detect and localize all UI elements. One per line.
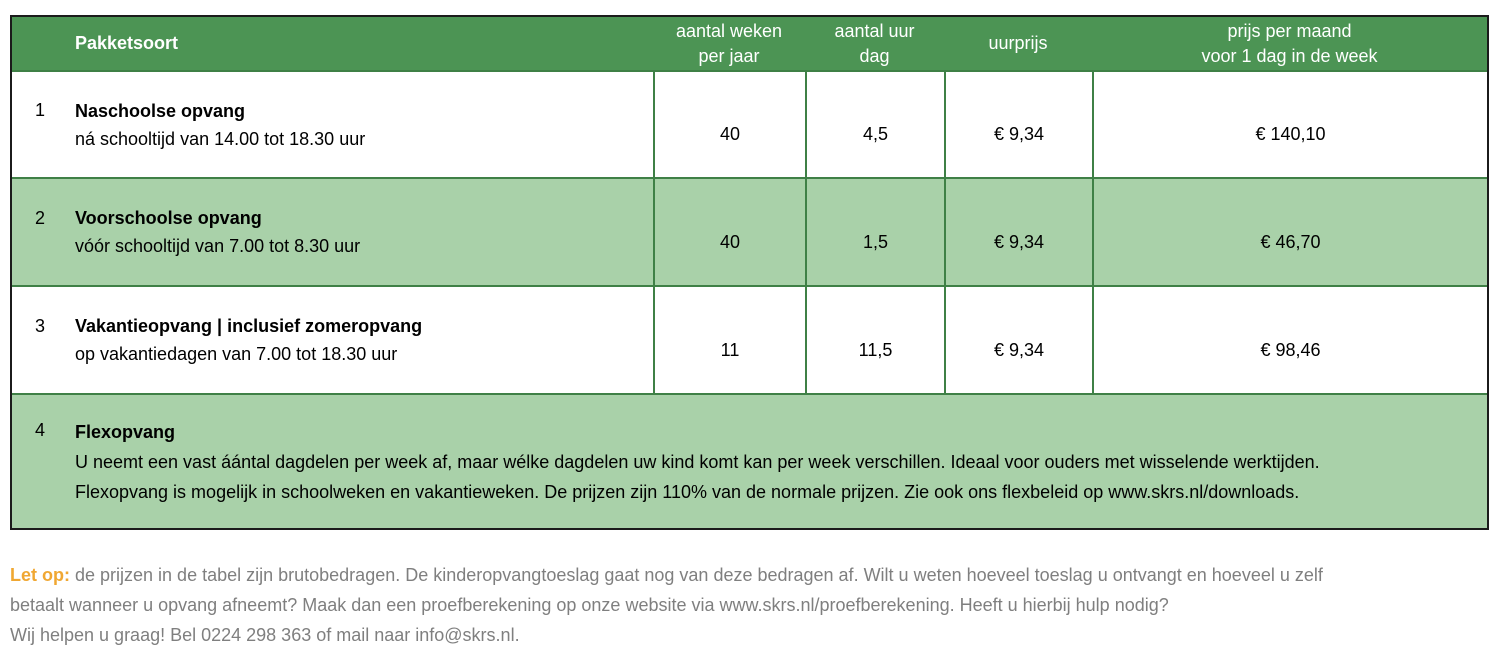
footer-note: Let op: de prijzen in de tabel zijn brut…	[10, 560, 1496, 650]
table-row-voorschoolse-opvang: 2 Voorschoolse opvang vóór schooltijd va…	[12, 177, 1487, 285]
package-subtitle: op vakantiedagen van 7.00 tot 18.30 uur	[75, 344, 398, 364]
package-cell: 1 Naschoolse opvang ná schooltijd van 14…	[12, 72, 653, 177]
hourly-rate-cell: € 9,34	[944, 72, 1092, 177]
header-monthly-price: prijs per maand voor 1 dag in de week	[1201, 20, 1378, 66]
footer-note-line2: betaalt wanneer u opvang afneemt? Maak d…	[10, 595, 1169, 615]
table-row-flexopvang: 4 Flexopvang U neemt een vast áántal dag…	[12, 393, 1487, 528]
table-row-vakantieopvang: 3 Vakantieopvang | inclusief zomeropvang…	[12, 285, 1487, 393]
footer-note-line3: Wij helpen u graag! Bel 0224 298 363 of …	[10, 625, 520, 645]
package-text: Vakantieopvang | inclusief zomeropvang o…	[75, 312, 422, 368]
row-number: 4	[35, 420, 46, 440]
monthly-price-cell: € 98,46	[1092, 287, 1487, 393]
package-subtitle: vóór schooltijd van 7.00 tot 8.30 uur	[75, 236, 361, 256]
table-header-row: Pakketsoort aantal weken per jaar aantal…	[12, 17, 1487, 70]
weeks-cell: 40	[653, 72, 805, 177]
package-text: Naschoolse opvang ná schooltijd van 14.0…	[75, 97, 365, 153]
hours-cell: 11,5	[805, 287, 944, 393]
monthly-price-cell: € 46,70	[1092, 179, 1487, 285]
flexopvang-text: Flexopvang U neemt een vast áántal dagde…	[75, 417, 1320, 507]
price-table: Pakketsoort aantal weken per jaar aantal…	[10, 15, 1489, 530]
monthly-price-cell: € 140,10	[1092, 72, 1487, 177]
weeks-cell: 11	[653, 287, 805, 393]
header-weeks-per-year: aantal weken per jaar	[675, 20, 783, 66]
package-title: Naschoolse opvang	[75, 100, 246, 121]
hours-cell: 4,5	[805, 72, 944, 177]
footer-note-line1: Let op: de prijzen in de tabel zijn brut…	[10, 565, 1323, 585]
package-title: Voorschoolse opvang	[75, 208, 262, 228]
hourly-rate-cell: € 9,34	[944, 287, 1092, 393]
row-number: 3	[35, 315, 46, 336]
package-title: Vakantieopvang | inclusief zomeropvang	[75, 316, 423, 336]
flexopvang-description-line1: U neemt een vast áántal dagdelen per wee…	[75, 451, 1320, 472]
row-number: 1	[35, 100, 46, 120]
header-hours-per-day: aantal uur dag	[834, 20, 915, 66]
package-title: Flexopvang	[75, 421, 176, 442]
weeks-cell: 40	[653, 179, 805, 285]
row-number: 2	[35, 207, 46, 228]
package-cell: 2 Voorschoolse opvang vóór schooltijd va…	[12, 179, 653, 285]
attention-label: Let op:	[10, 565, 70, 585]
hours-cell: 1,5	[805, 179, 944, 285]
header-package: Pakketsoort	[75, 33, 179, 53]
flexopvang-description-line2: Flexopvang is mogelijk in schoolweken en…	[75, 481, 1300, 502]
package-text: Voorschoolse opvang vóór schooltijd van …	[75, 204, 360, 260]
header-hourly-rate: uurprijs	[988, 33, 1048, 53]
table-row-naschoolse-opvang: 1 Naschoolse opvang ná schooltijd van 14…	[12, 70, 1487, 177]
package-cell: 3 Vakantieopvang | inclusief zomeropvang…	[12, 287, 653, 393]
package-subtitle: ná schooltijd van 14.00 tot 18.30 uur	[75, 128, 366, 149]
hourly-rate-cell: € 9,34	[944, 179, 1092, 285]
